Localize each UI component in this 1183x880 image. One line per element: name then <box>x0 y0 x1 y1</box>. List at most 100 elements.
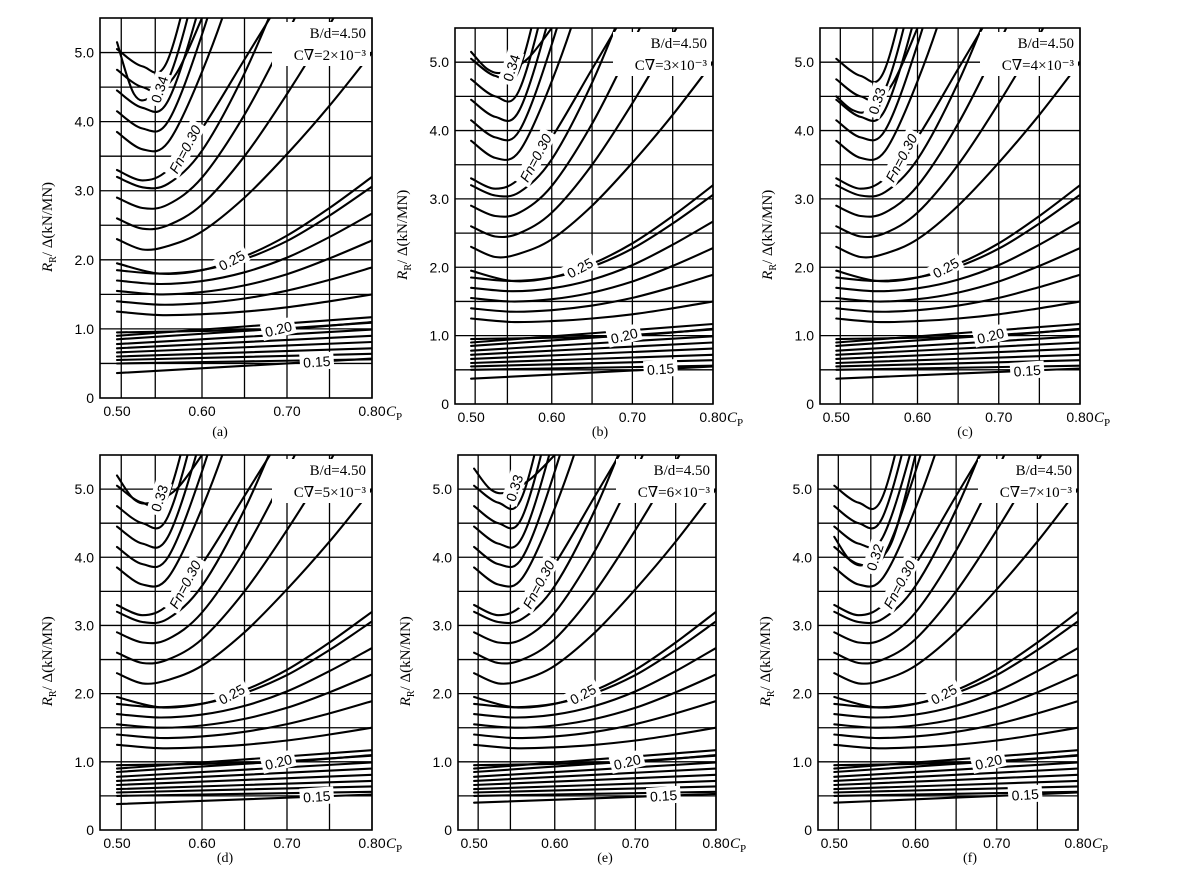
y-tick-label: 4.0 <box>793 549 813 565</box>
plot-frame <box>817 454 1079 831</box>
y-axis-label-rest: / Δ(kN/MN) <box>40 182 56 256</box>
fn-curve <box>833 785 1078 794</box>
fn-curve <box>470 247 713 303</box>
fn-curve <box>835 28 939 161</box>
curve-label-background <box>608 749 646 774</box>
fn-curve <box>470 359 713 368</box>
fn-curve <box>470 322 713 344</box>
fn-curve <box>115 455 224 588</box>
curve-label-group: 0.15 <box>1009 360 1045 380</box>
curve-label-background <box>971 322 1010 348</box>
series-line-fn-0-15 <box>835 367 1080 380</box>
fn-curve <box>470 28 540 103</box>
y-tick-label: 5.0 <box>795 54 815 70</box>
series-line-fn-0-20 <box>835 327 1080 341</box>
y-tick-label: 0 <box>86 390 94 406</box>
y-tick-label: 0 <box>804 822 812 838</box>
curve-label-group: 0.15 <box>1007 784 1043 804</box>
x-tick-label: 0.80 <box>702 835 729 851</box>
y-tick-label: 1.0 <box>795 328 815 344</box>
fn-curve <box>470 28 617 198</box>
curve-label: 0.15 <box>1011 786 1040 804</box>
y-tick-label: 3.0 <box>75 183 95 199</box>
curve-label-background <box>163 118 207 180</box>
y-tick-label: 0 <box>86 822 94 838</box>
fn-curve <box>470 341 713 356</box>
fn-curve <box>835 273 1080 313</box>
fn-curve <box>833 646 1078 719</box>
fn-curve <box>473 726 716 750</box>
fn-curve <box>115 455 189 530</box>
param-b-over-d: B/d=4.50 <box>310 463 366 479</box>
series-line-fn-0-20 <box>115 753 372 767</box>
fn-curve <box>115 212 372 286</box>
y-axis-label-rest: / Δ(kN/MN) <box>398 616 414 690</box>
fn-curve <box>115 18 198 113</box>
fn-curve <box>115 316 372 337</box>
x-tick-label: 0.80 <box>1064 835 1091 851</box>
y-tick-label: 4.0 <box>433 549 453 565</box>
x-axis-label-subscript: P <box>737 417 743 429</box>
fn-curve <box>833 700 1078 740</box>
curve-label-background <box>646 785 682 805</box>
fn-curve <box>835 28 924 142</box>
x-tick-label: 0.50 <box>823 409 850 425</box>
fn-curve <box>833 488 1078 685</box>
fn-curve <box>473 455 543 530</box>
curve-label-background <box>500 469 528 507</box>
y-tick-label: 1.0 <box>430 328 450 344</box>
y-axis-label-subscript: R <box>48 256 59 263</box>
curve-label-background <box>879 127 923 188</box>
series-line-fn-0-20 <box>473 753 716 767</box>
fn-curve <box>473 455 576 588</box>
fn-curve <box>835 28 905 103</box>
panel-caption: (c) <box>957 425 973 440</box>
fn-curve <box>833 455 911 549</box>
y-tick-label: 5.0 <box>793 481 813 497</box>
x-tick-label: 0.80 <box>699 409 726 425</box>
y-tick-label: 0 <box>441 396 449 412</box>
param-b-over-d: B/d=4.50 <box>654 463 710 479</box>
fn-curve <box>115 18 189 94</box>
curve-label-background <box>861 538 888 576</box>
curve-label: 0.15 <box>303 353 332 371</box>
curve-label: 0.15 <box>1013 362 1042 380</box>
x-tick-label: 0.50 <box>821 835 848 851</box>
fn-curve <box>835 364 1080 371</box>
fn-curve <box>833 779 1078 791</box>
fn-curve <box>833 455 903 530</box>
curve-label: 0.20 <box>612 751 643 773</box>
x-axis-label-subscript: P <box>1104 417 1110 429</box>
curve-label-group: 0.15 <box>646 785 682 805</box>
curve-label-background <box>563 678 602 710</box>
fn-curve <box>115 266 372 306</box>
y-tick-label: 3.0 <box>793 617 813 633</box>
fn-curve <box>115 293 372 317</box>
fn-curve <box>835 28 1008 218</box>
y-tick-label: 3.0 <box>433 617 453 633</box>
curve-label-background <box>1007 784 1043 804</box>
fn-curve <box>115 18 182 74</box>
fn-curve <box>473 790 716 797</box>
y-tick-label: 5.0 <box>433 481 453 497</box>
y-tick-label: 2.0 <box>795 259 815 275</box>
curve-label-background <box>863 81 890 120</box>
curve-label-background <box>259 316 297 341</box>
fn-curve <box>473 785 716 794</box>
fn-curve <box>473 749 716 770</box>
curve-label-group: 0.20 <box>969 749 1008 774</box>
chart-panel-6: 0.32Fn=0.300.250.200.15B/d=4.50C∇=7×10⁻³… <box>758 454 1108 866</box>
param-cv: C∇=6×10⁻³ <box>638 485 711 501</box>
fn-curve <box>833 749 1078 770</box>
x-tick-label: 0.50 <box>103 835 130 851</box>
fn-curve <box>833 455 937 588</box>
param-background <box>613 32 711 76</box>
plot-frame <box>99 17 373 399</box>
series-line-fn-0-15 <box>470 365 713 380</box>
y-tick-label: 1.0 <box>75 754 95 770</box>
fn-curve <box>470 28 548 122</box>
x-tick-label: 0.70 <box>622 835 649 851</box>
param-cv: C∇=2×10⁻³ <box>294 48 367 64</box>
curve-label-group: 0.20 <box>259 749 297 774</box>
curve-label-background <box>163 554 207 615</box>
